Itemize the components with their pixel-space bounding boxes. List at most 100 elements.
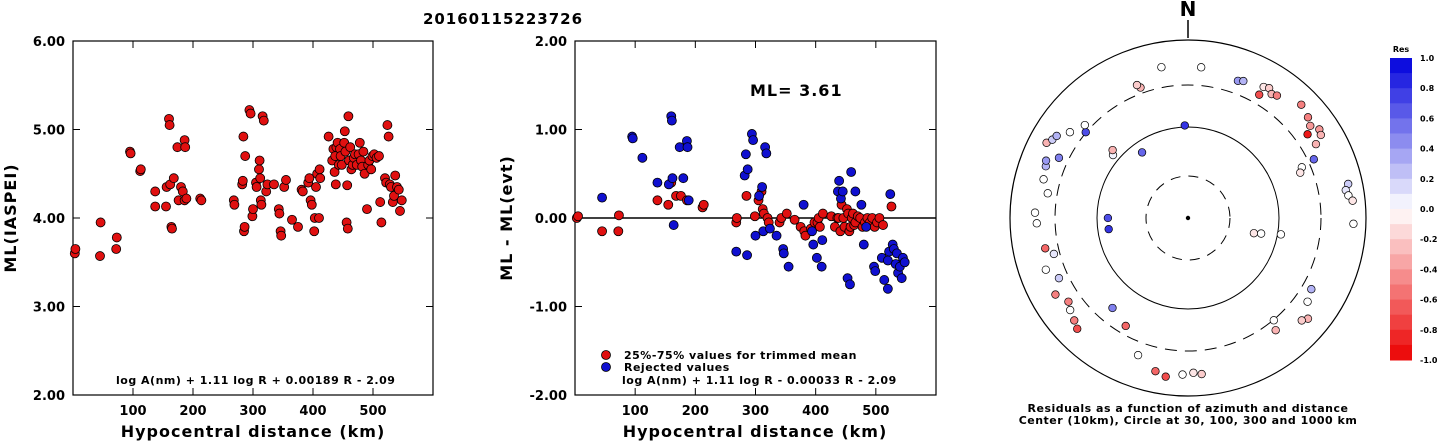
residual-point [1178, 370, 1187, 379]
colorbar-cell [1390, 224, 1412, 240]
residual-point [1306, 121, 1315, 131]
data-point [180, 142, 191, 153]
left-axis-ticks: 100 200 300 400 500 2.00 3.00 4.00 5.00 6.00 [33, 35, 433, 419]
residual-point [1151, 367, 1160, 376]
blue-data-point [740, 149, 751, 160]
blue-data-point [808, 239, 819, 250]
blue-data-point [845, 279, 855, 290]
y-tick-label: 2.00 [535, 35, 567, 50]
polar-center [1185, 215, 1191, 221]
colorbar-cell [1390, 193, 1412, 210]
y-tick-label: 6.00 [33, 35, 65, 50]
y-tick-label: 2.00 [33, 389, 65, 404]
y-tick-label: 1.00 [535, 124, 567, 139]
data-point [281, 175, 291, 185]
blue-data-point [748, 135, 758, 146]
blue-data-point [731, 246, 742, 257]
data-point [248, 204, 258, 215]
colorbar-cell [1390, 103, 1412, 119]
blue-data-point [754, 190, 765, 201]
data-point [390, 170, 401, 181]
blue-data-point [837, 186, 848, 197]
north-label: N [1180, 0, 1197, 21]
legend-red-marker [601, 350, 611, 360]
y-tick-label: 4.00 [33, 212, 65, 227]
data-point [135, 164, 146, 175]
colorbar-tick-label: 0.8 [1420, 84, 1435, 93]
residual-point [1052, 131, 1061, 141]
colorbar-cell [1390, 329, 1412, 346]
residual-point [1303, 297, 1312, 306]
data-point [345, 142, 356, 153]
blue-data-point [858, 239, 869, 250]
blue-data-point [771, 230, 782, 241]
x-tick-label: 400 [802, 404, 829, 419]
residual-point [1032, 219, 1041, 228]
red-data-point [741, 190, 752, 201]
blue-data-point [750, 230, 761, 241]
x-tick-label: 500 [359, 404, 386, 419]
blue-data-point [757, 182, 768, 192]
residual-point [1161, 372, 1170, 381]
data-point [293, 221, 303, 232]
residual-point [1041, 156, 1051, 165]
data-point [314, 213, 324, 223]
residual-point [1054, 274, 1064, 283]
residual-point [1349, 219, 1358, 228]
residual-point [1049, 249, 1059, 259]
red-data-point [886, 201, 897, 212]
data-point [161, 201, 171, 212]
data-point [229, 199, 240, 210]
data-point [375, 197, 386, 207]
data-point [269, 179, 279, 190]
ml-annotation: ML= 3.61 [750, 81, 843, 100]
blue-data-point [678, 173, 689, 184]
colorbar-tick-label: 0.2 [1420, 175, 1434, 184]
legend-red-label: 25%-75% values for trimmed mean [624, 349, 857, 362]
residual-point [1070, 316, 1079, 325]
data-point [276, 230, 287, 241]
blue-data-point [667, 173, 678, 184]
blue-data-point [683, 195, 694, 206]
residual-point [1064, 297, 1073, 306]
residual-point [1316, 130, 1325, 140]
residual-point [1297, 316, 1306, 325]
data-point [376, 217, 387, 228]
blue-data-point [850, 186, 861, 197]
colorbar-cell [1390, 58, 1412, 74]
left-data-points [69, 105, 407, 261]
blue-data-point [879, 275, 890, 285]
data-point [150, 186, 161, 197]
residual-point [1180, 121, 1189, 130]
colorbar-cell [1390, 269, 1412, 285]
data-point [125, 148, 136, 159]
red-data-point [731, 213, 742, 223]
blue-data-point [682, 142, 693, 153]
colorbar-tick-label: -0.4 [1420, 265, 1437, 274]
colorbar-tick-label: -1.0 [1420, 356, 1437, 365]
residual-point [1108, 145, 1117, 155]
red-data-point [663, 199, 674, 210]
middle-data-points [571, 111, 910, 294]
blue-data-point [899, 257, 910, 268]
blue-data-point [627, 133, 638, 144]
data-point [245, 108, 256, 119]
blue-data-point [778, 248, 789, 259]
colorbar-cell [1390, 254, 1412, 270]
residual-point [1249, 229, 1259, 238]
residual-point [1043, 189, 1052, 198]
left-x-label: Hypocentral distance (km) [121, 422, 386, 441]
residual-point [1041, 265, 1050, 274]
residual-point [1197, 63, 1206, 72]
colorbar-cell [1390, 209, 1412, 225]
residual-point [1157, 63, 1166, 72]
colorbar-cell [1390, 344, 1412, 361]
residual-point [1269, 316, 1278, 325]
data-point [287, 214, 297, 225]
colorbar-cell [1390, 239, 1412, 255]
residual-point [1073, 324, 1082, 333]
residual-point [1239, 76, 1248, 86]
blue-data-point [807, 226, 817, 237]
blue-data-point [861, 221, 872, 232]
